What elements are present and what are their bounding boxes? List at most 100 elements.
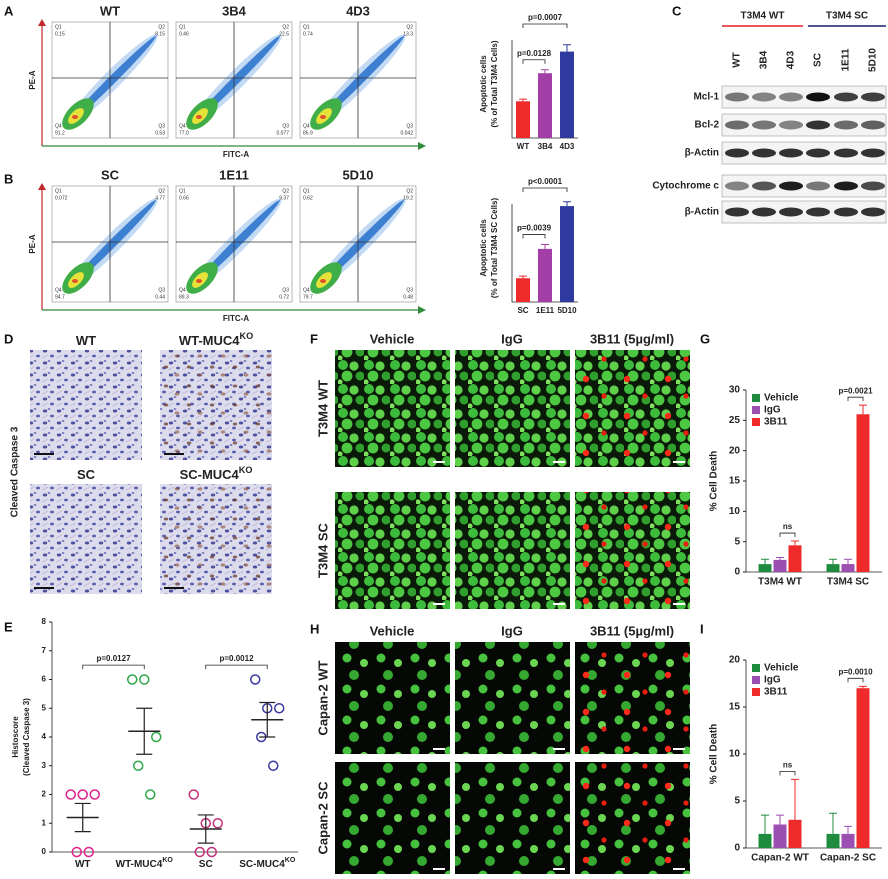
blot-band [752, 207, 776, 217]
bar [788, 819, 802, 848]
significance-bracket [779, 770, 796, 776]
error-bar [776, 814, 784, 825]
blot-band [725, 92, 749, 102]
error-bar [829, 558, 837, 565]
column-title: 3B11 (5µg/ml) [590, 623, 674, 638]
point [188, 789, 199, 800]
lane-label: 1E11 [841, 48, 852, 71]
blot-band [725, 148, 749, 158]
error-bar [829, 812, 837, 834]
quadrant-label: Q4 [179, 123, 186, 129]
quadrant-label: Q1 [303, 24, 310, 30]
micrograph [455, 350, 570, 467]
bar [826, 833, 840, 848]
blot-band [779, 92, 803, 102]
error-bar [541, 244, 549, 249]
legend-label: 3B11 [764, 417, 788, 428]
x-tick-label: WT [75, 859, 91, 870]
point [133, 760, 144, 771]
blot-band [752, 148, 776, 158]
x-tick-label-sup: KO [285, 857, 296, 864]
quadrant-value: 22.5 [279, 31, 289, 37]
p-value: p=0.0039 [517, 224, 552, 233]
blot-band [779, 207, 803, 217]
quadrant-value: 0.66 [179, 195, 189, 201]
row-label: T3M4 WT [315, 380, 330, 437]
ihc-side-label: Cleaved Caspase 3 [10, 426, 21, 517]
column-title: IgG [501, 331, 523, 346]
group-label: T3M4 WT [741, 11, 785, 22]
blot-band [806, 207, 830, 217]
blot-band [861, 120, 885, 130]
dead-cells [575, 350, 690, 467]
bar [560, 51, 574, 138]
point [127, 674, 138, 685]
x-tick-label-base: WT-MUC4 [116, 859, 163, 870]
error-bar [791, 778, 799, 820]
error-bar [74, 802, 91, 833]
quadrant-label: Q1 [303, 188, 310, 194]
x-tick-label-base: SC [199, 859, 213, 870]
ihc-title-base: SC-MUC4 [180, 467, 240, 482]
flow-title: 3B4 [222, 3, 247, 18]
ihc-title-base: SC [77, 467, 96, 482]
dead-cells [575, 762, 690, 874]
row-label: Capan-2 SC [315, 781, 330, 855]
legend-label: IgG [764, 405, 781, 416]
p-value: p=0.0007 [528, 13, 563, 22]
x-tick-label-base: WT [75, 859, 91, 870]
quadrant-label: Q3 [282, 287, 289, 293]
quadrant-value: 94.7 [55, 294, 65, 300]
error-bar [859, 685, 867, 689]
x-tick-label: 1E11 [536, 306, 555, 315]
error-bar [844, 825, 852, 834]
y-label: (% of Total T3M4 Cells) [490, 40, 499, 127]
p-value: p<0.0001 [528, 177, 563, 186]
p-value: p=0.0010 [838, 667, 873, 676]
flow-cloud [186, 198, 282, 294]
flow-title: 5D10 [342, 167, 373, 182]
blot-band [752, 92, 776, 102]
ihc-title-sup: KO [240, 331, 254, 341]
column-title: 3B11 (5µg/ml) [590, 331, 674, 346]
axis [511, 40, 578, 139]
point [206, 846, 217, 858]
error-bar [563, 44, 571, 52]
micrograph [455, 642, 570, 754]
quadrant-value: 8.15 [155, 31, 165, 37]
arrow-head [418, 142, 426, 150]
error-bar [776, 556, 784, 560]
point [77, 789, 88, 800]
x-tick-label: 5D10 [557, 306, 577, 315]
p-value: p=0.0012 [219, 654, 254, 663]
bar [841, 833, 855, 848]
y-tick-label: 0 [734, 843, 740, 854]
event-peak [196, 115, 202, 119]
flow-cloud [62, 34, 158, 130]
blot-band [752, 181, 776, 191]
legend-swatch [752, 688, 760, 696]
p-value: p=0.0128 [517, 49, 552, 58]
point [250, 674, 261, 685]
quadrant-label: Q1 [179, 24, 186, 30]
blot-row-label: Mcl-1 [693, 92, 719, 103]
y-tick-label: 4 [42, 732, 47, 741]
panel-letter: D [4, 331, 13, 346]
quadrant-label: Q2 [158, 188, 165, 194]
event-peak [72, 279, 78, 283]
quadrant-label: Q2 [406, 24, 413, 30]
error-bar [761, 558, 769, 565]
quadrant-value: 0.74 [303, 31, 313, 37]
flow-title: WT [100, 3, 120, 18]
arrow-head [38, 183, 46, 190]
significance-bracket [847, 396, 864, 402]
quadrant-label: Q3 [406, 287, 413, 293]
error-bar [844, 558, 852, 565]
quadrant-label: Q3 [158, 287, 165, 293]
blot-band [779, 148, 803, 158]
row-label: Capan-2 WT [315, 660, 330, 735]
y-tick-label: 10 [729, 749, 741, 760]
bar [841, 564, 855, 572]
